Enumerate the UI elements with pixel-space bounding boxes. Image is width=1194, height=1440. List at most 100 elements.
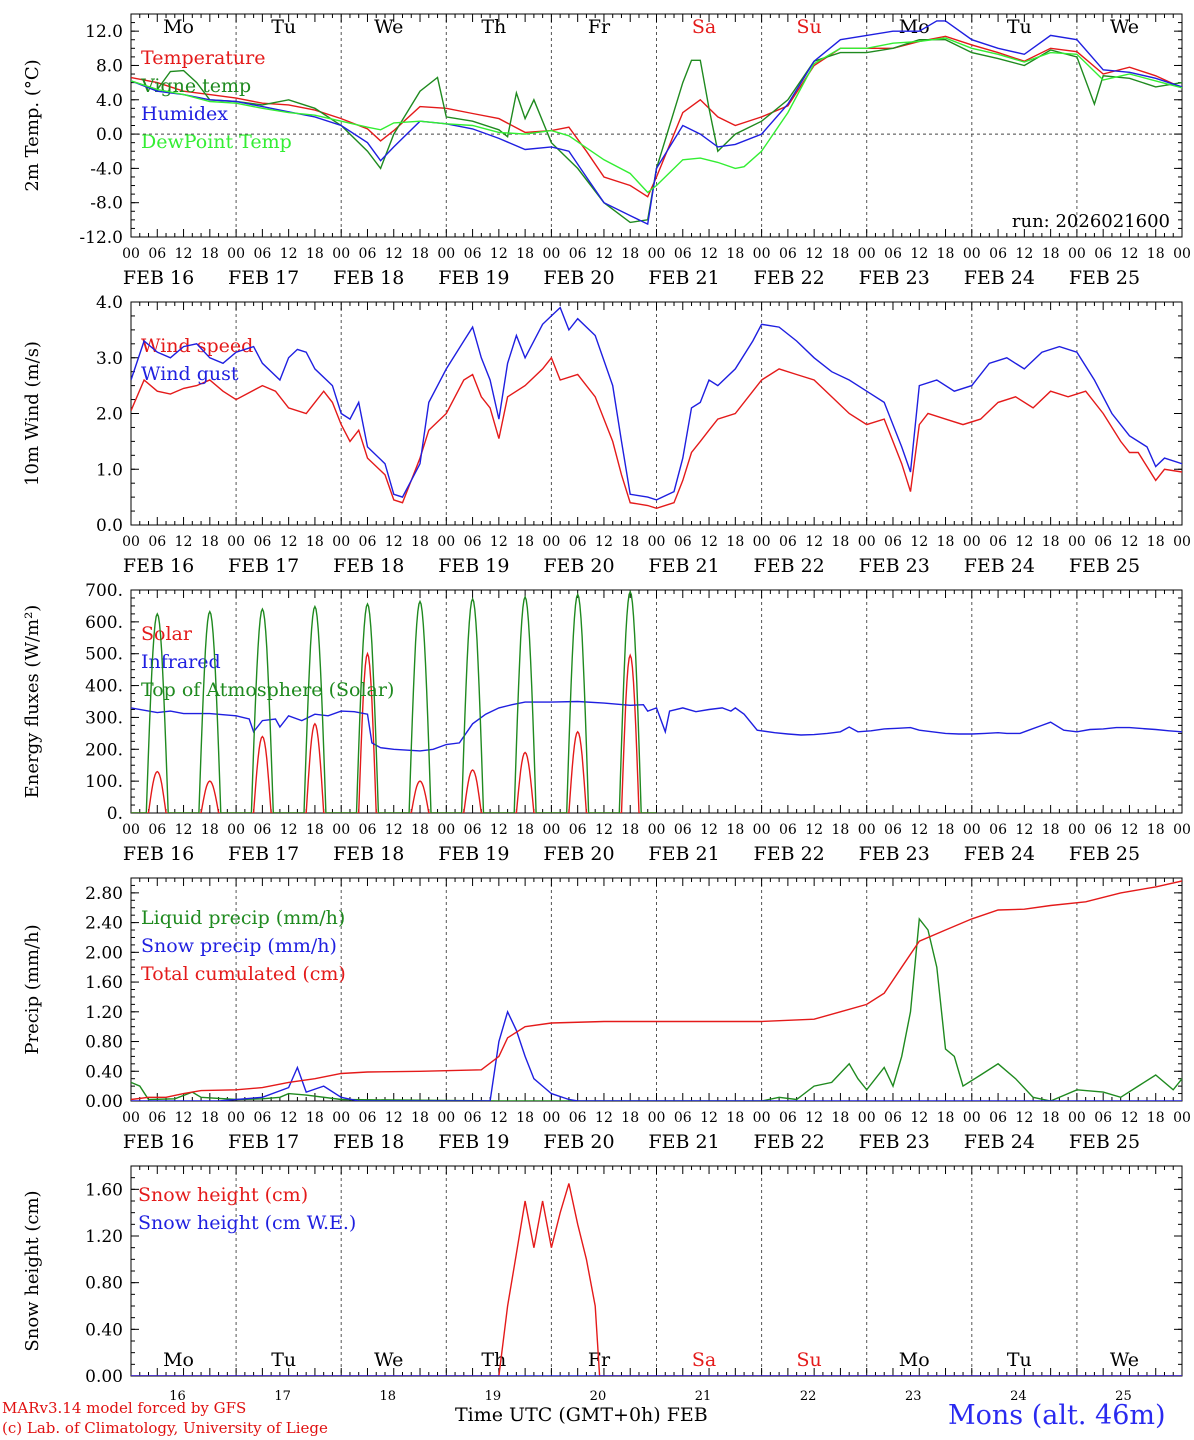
x-date-label: FEB 25: [1069, 843, 1140, 865]
x-date-label: FEB 25: [1069, 1131, 1140, 1153]
x-hour-label: 00: [753, 822, 771, 838]
x-hour-label: 12: [910, 534, 928, 550]
x-hour-label: 06: [569, 1110, 587, 1126]
x-hour-label: 18: [411, 822, 429, 838]
x-hour-label: 06: [779, 1110, 797, 1126]
x-day-number: 19: [485, 1389, 502, 1404]
x-hour-label: 12: [1121, 1110, 1139, 1126]
y-tick-label: 500.: [85, 645, 123, 665]
x-hour-label: 12: [1015, 1110, 1033, 1126]
y-tick-label: 100.: [85, 772, 123, 792]
y-tick-label: 200.: [85, 740, 123, 760]
weekday-label: Tu: [271, 1349, 296, 1371]
x-hour-label: 00: [332, 534, 350, 550]
x-date-label: FEB 17: [228, 843, 299, 865]
y-axis-label: 10m Wind (m/s): [22, 341, 43, 486]
x-hour-label: 18: [201, 534, 219, 550]
x-hour-label: 12: [700, 534, 718, 550]
x-date-label: FEB 23: [859, 1131, 930, 1153]
series-line-wind-speed: [131, 356, 1182, 510]
x-hour-label: 12: [385, 246, 403, 262]
plot-frame: [130, 589, 1183, 814]
x-hour-label: 00: [122, 1110, 140, 1126]
legend-entry: Snow height (cm W.E.): [138, 1212, 356, 1234]
x-hour-label: 18: [516, 822, 534, 838]
y-tick-label: 0.80: [85, 1033, 123, 1053]
x-hour-label: 12: [385, 534, 403, 550]
x-hour-label: 06: [464, 534, 482, 550]
legend-entry: Vigne temp: [140, 75, 251, 97]
x-hour-label: 12: [385, 1110, 403, 1126]
x-hour-label: 06: [674, 1110, 692, 1126]
x-hour-label: 00: [227, 1110, 245, 1126]
x-hour-label: 12: [805, 822, 823, 838]
x-hour-label: 18: [726, 1110, 744, 1126]
x-hour-label: 06: [253, 246, 271, 262]
plot-frame: [130, 301, 1183, 526]
x-hour-label: 00: [753, 246, 771, 262]
y-tick-label: 4.0: [96, 293, 123, 313]
x-date-label: FEB 24: [964, 267, 1035, 289]
y-tick-label: 600.: [85, 613, 123, 633]
x-hour-label: 18: [516, 534, 534, 550]
y-tick-label: 0.: [107, 804, 123, 824]
series-line-snow-precip-mm-h-: [131, 1009, 1182, 1101]
x-hour-label: 12: [700, 1110, 718, 1126]
x-hour-label: 18: [726, 822, 744, 838]
x-hour-label: 06: [569, 534, 587, 550]
x-hour-label: 18: [832, 1110, 850, 1126]
legend-entry: Wind speed: [141, 335, 253, 357]
x-hour-label: 06: [989, 1110, 1007, 1126]
x-hour-label: 12: [1121, 822, 1139, 838]
x-hour-label: 12: [805, 534, 823, 550]
y-tick-label: -4.0: [90, 159, 123, 179]
x-hour-label: 12: [700, 246, 718, 262]
x-date-label: FEB 23: [859, 555, 930, 577]
x-date-label: FEB 21: [648, 555, 719, 577]
x-hour-label: 06: [674, 534, 692, 550]
x-hour-label: 12: [490, 534, 508, 550]
panel-2: 0.0 1.0 2.0 3.0 4.0 10m Wind (m/s) 00 06 12 18 FEB…: [22, 293, 1191, 577]
x-date-label: FEB 16: [123, 843, 194, 865]
x-hour-label: 00: [648, 1110, 666, 1126]
weekday-label: Fr: [588, 1349, 611, 1371]
x-hour-label: 18: [306, 1110, 324, 1126]
y-tick-label: 0.40: [85, 1320, 123, 1340]
x-hour-label: 18: [306, 822, 324, 838]
x-date-label: FEB 16: [123, 555, 194, 577]
x-hour-label: 00: [122, 822, 140, 838]
x-hour-label: 12: [1121, 246, 1139, 262]
y-axis-label: 2m Temp. (°C): [22, 59, 43, 191]
weekday-label: Mo: [899, 1349, 930, 1371]
station-label: Mons (alt. 46m): [948, 1400, 1166, 1431]
x-hour-label: 12: [175, 534, 193, 550]
x-hour-label: 18: [1147, 534, 1165, 550]
y-tick-label: 4.0: [96, 91, 123, 111]
x-hour-label: 12: [910, 246, 928, 262]
x-hour-label: 18: [937, 822, 955, 838]
x-day-number: 16: [169, 1389, 186, 1404]
x-date-label: FEB 20: [543, 843, 614, 865]
y-tick-label: 8.0: [96, 56, 123, 76]
y-tick-label: 1.60: [85, 1180, 123, 1200]
x-date-label: FEB 17: [228, 267, 299, 289]
x-hour-label: 00: [858, 534, 876, 550]
x-hour-label: 12: [700, 822, 718, 838]
x-date-label: FEB 19: [438, 555, 509, 577]
y-tick-label: 2.40: [85, 914, 123, 934]
x-hour-label: 12: [910, 822, 928, 838]
y-tick-label: 300.: [85, 708, 123, 728]
x-hour-label: 18: [1042, 822, 1060, 838]
x-hour-label: 18: [411, 246, 429, 262]
x-hour-label: 12: [280, 822, 298, 838]
x-day-number: 23: [905, 1389, 922, 1404]
x-hour-label: 00: [227, 822, 245, 838]
x-date-label: FEB 18: [333, 267, 404, 289]
x-hour-label: 18: [832, 534, 850, 550]
x-hour-label: 18: [411, 1110, 429, 1126]
x-hour-label: 00: [1068, 822, 1086, 838]
x-date-label: FEB 25: [1069, 267, 1140, 289]
x-date-label: FEB 20: [543, 555, 614, 577]
x-hour-label: 00: [963, 822, 981, 838]
y-tick-label: 0.40: [85, 1062, 123, 1082]
